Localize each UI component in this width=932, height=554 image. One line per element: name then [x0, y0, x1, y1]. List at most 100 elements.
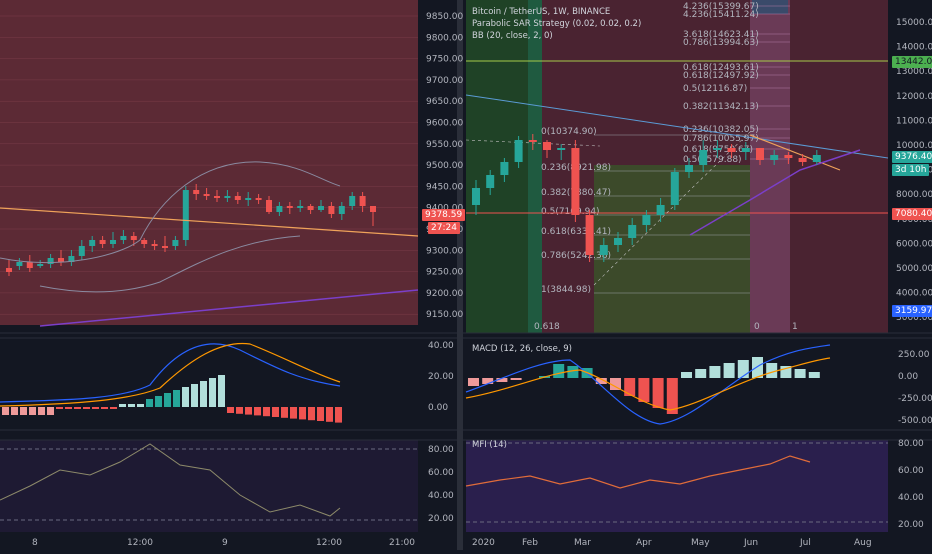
- left-candle: [224, 196, 231, 198]
- bb-legend[interactable]: BB (20, close, 2, 0): [472, 31, 553, 41]
- right-mfi-tick: 20.00: [898, 520, 924, 530]
- fib-bottom-label: 1: [792, 322, 798, 332]
- left-candle: [359, 196, 366, 206]
- left-macd-bar: [191, 384, 198, 407]
- left-price-tick: 9700.00: [426, 76, 463, 86]
- left-candle: [47, 258, 54, 264]
- left-candle: [172, 240, 179, 246]
- right-candle: [699, 150, 708, 165]
- strategy-legend[interactable]: Parabolic SAR Strategy (0.02, 0.02, 0.2): [472, 19, 642, 29]
- right-candle: [472, 188, 480, 205]
- left-main-pane: [0, 0, 418, 325]
- left-price-tick: 9800.00: [426, 33, 463, 43]
- left-candle: [182, 190, 189, 240]
- right-macd-bar: [496, 378, 508, 382]
- right-candle: [500, 162, 509, 175]
- left-macd-bar: [155, 396, 162, 407]
- right-candle: [798, 158, 807, 162]
- right-candle: [571, 148, 580, 215]
- right-macd-bar: [723, 363, 735, 378]
- left-time-tick: 12:00: [316, 538, 342, 548]
- left-macd-bar: [119, 404, 126, 407]
- left-macd-bar: [227, 407, 234, 413]
- left-macd-bar: [317, 407, 324, 421]
- right-macd-bar: [482, 378, 494, 384]
- right-macd-bar: [780, 366, 792, 378]
- left-candle: [297, 206, 304, 208]
- right-price-tick: 12000.00: [896, 92, 932, 102]
- left-macd-bar: [200, 381, 207, 407]
- right-fib-top: [752, 0, 788, 14]
- right-price-tick: 10000.00: [896, 141, 932, 151]
- left-macd-line: [0, 343, 341, 403]
- right-purple-line: [689, 149, 861, 236]
- left-macd-bar: [11, 407, 18, 415]
- left-signal-line: [0, 342, 341, 407]
- left-macd-bar: [74, 407, 81, 409]
- fib-bottom-label: 0: [754, 322, 760, 332]
- left-macd-bar: [281, 407, 288, 418]
- macd-legend[interactable]: MACD (12, 26, close, 9): [472, 344, 572, 354]
- right-price-tick: 11000.00: [896, 116, 932, 126]
- left-countdown-tag: 27:24: [428, 222, 460, 234]
- left-time-tick: 8: [32, 538, 38, 548]
- right-candle: [514, 140, 523, 162]
- left-macd-bar: [263, 407, 270, 417]
- right-price-tick: 3000.00: [896, 313, 932, 323]
- right-macd-bar: [752, 357, 763, 378]
- left-macd-tick: 20.00: [428, 372, 454, 382]
- right-mfi-tick: 40.00: [898, 493, 924, 503]
- fib-bottom-label: 0.618: [534, 322, 560, 332]
- right-mfi-tick: 60.00: [898, 466, 924, 476]
- right-macd-bar: [808, 372, 820, 378]
- mfi-legend[interactable]: MFI (14): [472, 440, 507, 450]
- right-macd-bar: [794, 369, 806, 378]
- left-mfi-pane: [0, 440, 418, 532]
- fib-right-label: 0.786(10055.97): [683, 134, 759, 144]
- left-candle: [162, 246, 168, 248]
- price-tag-countdown: 3d 10h: [892, 164, 930, 176]
- left-macd-tick: 40.00: [428, 341, 454, 351]
- right-price-tick: 14000.00: [896, 43, 932, 53]
- right-macd-tick: -500.00: [898, 416, 932, 426]
- left-candle: [349, 196, 356, 206]
- right-ema-line: [749, 134, 841, 171]
- right-candle: [585, 215, 594, 255]
- left-price-tick: 9400.00: [426, 204, 463, 214]
- left-candle: [141, 240, 148, 244]
- fib-right-label: 0.5(9579.88): [683, 155, 742, 165]
- left-macd-bar: [335, 407, 342, 423]
- left-macd-bar: [83, 407, 90, 409]
- right-candle: [727, 148, 736, 152]
- left-macd-bar: [182, 387, 189, 407]
- left-candle: [234, 196, 241, 200]
- left-macd-bar: [128, 404, 135, 407]
- left-time-tick: 21:00: [389, 538, 415, 548]
- right-mfi-tick: 80.00: [898, 439, 924, 449]
- left-mfi-tick: 80.00: [428, 445, 454, 455]
- left-macd-bar: [254, 407, 261, 416]
- right-mfi-pane: [466, 440, 888, 532]
- left-macd-bar: [173, 390, 180, 407]
- right-candle: [713, 148, 722, 150]
- symbol-title[interactable]: Bitcoin / TetherUS, 1W, BINANCE: [472, 7, 611, 17]
- left-price-tick: 9850.00: [426, 12, 463, 22]
- left-bb-upper: [0, 161, 341, 263]
- left-price-tick: 9200.00: [426, 289, 463, 299]
- left-candle: [276, 206, 283, 212]
- left-macd-bar: [2, 407, 9, 415]
- right-teal-zone: [528, 0, 542, 333]
- left-candle: [6, 268, 12, 272]
- left-price-tick: 9500.00: [426, 161, 463, 171]
- left-candle: [328, 206, 335, 214]
- left-price-tick: 9250.00: [426, 268, 463, 278]
- left-macd-bar: [65, 407, 72, 409]
- left-macd-bar: [326, 407, 333, 422]
- left-price-tick: 9300.00: [426, 246, 463, 256]
- left-candle: [99, 240, 106, 244]
- right-time-tick: Feb: [522, 538, 538, 548]
- right-candle: [628, 225, 637, 238]
- left-purple-line: [39, 289, 419, 327]
- left-candle: [58, 258, 64, 262]
